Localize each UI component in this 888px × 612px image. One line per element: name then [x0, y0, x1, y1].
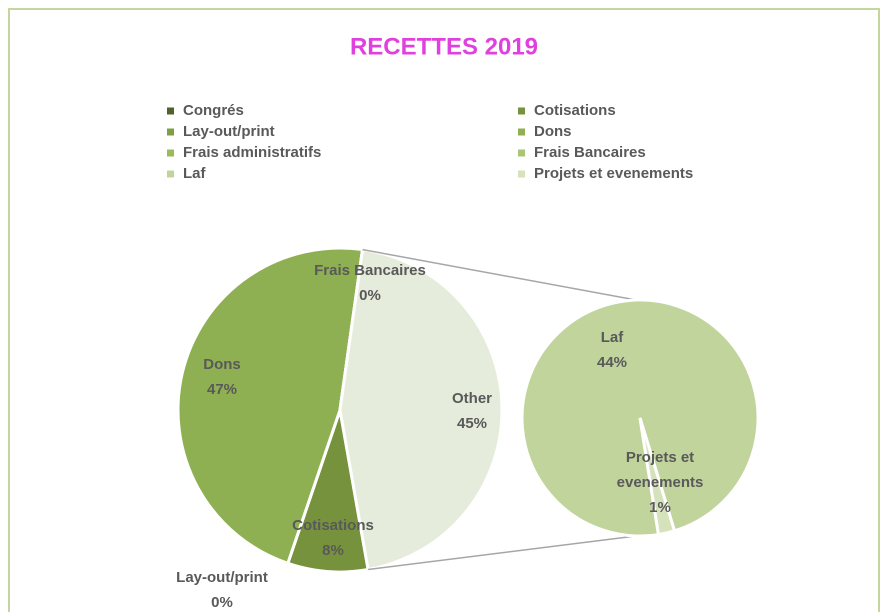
legend-label: Congrés	[183, 102, 244, 119]
data-label-name: Other	[451, 390, 493, 407]
pie-slice	[638, 417, 677, 537]
data-label-name: Projets et evenements	[616, 449, 704, 491]
data-label: Lay-out/print 0%	[176, 565, 268, 612]
legend-swatch	[518, 149, 525, 157]
chart-border	[8, 8, 880, 612]
data-label-value: 1%	[649, 499, 671, 516]
legend-label: Frais Bancaires	[534, 144, 646, 161]
legend-label: Frais administratifs	[183, 144, 321, 161]
legend-label: Dons	[534, 123, 572, 140]
pie-slice	[176, 246, 365, 566]
data-label: Cotisations 8%	[292, 513, 374, 563]
data-label-name: Cotisations	[292, 517, 374, 534]
legend-swatch	[167, 170, 174, 178]
legend-swatch	[518, 170, 525, 178]
data-label-value: 0%	[359, 287, 381, 304]
data-label-name: Lay-out/print	[176, 569, 268, 586]
legend-label: Laf	[183, 165, 207, 182]
connector-line	[362, 248, 637, 301]
data-label-name: Frais Bancaires	[314, 262, 426, 279]
legend-label: Projets et evenements	[534, 165, 693, 182]
data-label-value: 44%	[596, 354, 628, 371]
data-label-name: Dons	[203, 356, 241, 373]
legend-swatch	[167, 128, 174, 136]
legend-label: Cotisations	[534, 102, 616, 119]
data-label: Dons 47%	[203, 352, 241, 402]
legend-swatch	[167, 149, 174, 157]
legend-label: Lay-out/print	[183, 123, 275, 140]
legend-swatch	[167, 107, 174, 115]
data-label-value: 0%	[211, 594, 233, 611]
connector-line	[368, 535, 637, 571]
data-label-value: 8%	[322, 542, 344, 559]
data-label-value: 45%	[456, 415, 488, 432]
chart-title: RECETTES 2019	[350, 33, 538, 60]
data-label: Other 45%	[452, 386, 492, 436]
data-label: Projets et evenements 1%	[605, 445, 715, 520]
data-label-value: 47%	[206, 381, 238, 398]
pie-slice	[338, 247, 504, 572]
legend-swatch	[518, 107, 525, 115]
legend-swatch	[518, 128, 525, 136]
data-label: Laf 44%	[597, 325, 627, 375]
data-label: Frais Bancaires 0%	[314, 258, 426, 308]
data-label-name: Laf	[600, 329, 624, 346]
